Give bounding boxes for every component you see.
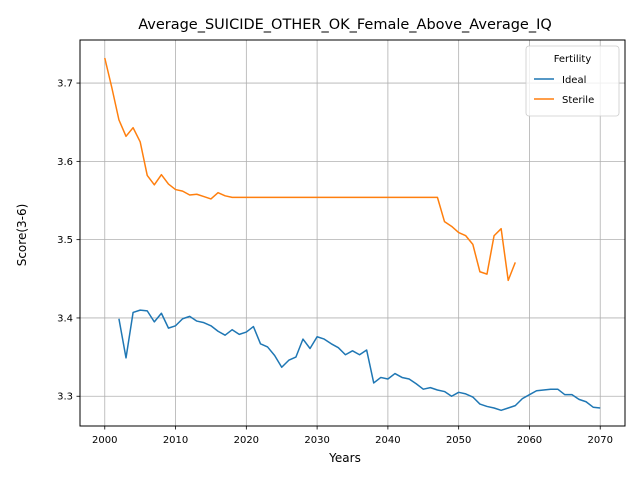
x-tick-label: 2040 xyxy=(375,435,400,446)
x-tick-label: 2020 xyxy=(234,435,259,446)
y-tick-label: 3.5 xyxy=(57,235,73,246)
y-axis-label: Score(3-6) xyxy=(15,204,29,267)
x-tick-label: 2060 xyxy=(517,435,542,446)
legend-title: Fertility xyxy=(554,54,592,65)
x-axis-label: Years xyxy=(328,451,361,465)
legend-label-ideal: Ideal xyxy=(562,75,586,86)
series-layer xyxy=(104,57,601,412)
chart-title: Average_SUICIDE_OTHER_OK_Female_Above_Av… xyxy=(138,17,552,33)
y-axis-ticks: 3.3 3.4 3.5 3.6 3.7 xyxy=(57,79,80,403)
legend: Fertility Ideal Sterile xyxy=(525,45,620,117)
plot-area-frame xyxy=(79,39,626,427)
series-line-ideal xyxy=(118,309,601,412)
x-tick-label: 2050 xyxy=(446,435,471,446)
x-tick-label: 2000 xyxy=(92,435,117,446)
y-tick-label: 3.4 xyxy=(57,313,73,324)
y-tick-label: 3.3 xyxy=(57,392,73,403)
legend-label-sterile: Sterile xyxy=(562,95,594,106)
y-tick-label: 3.6 xyxy=(57,157,73,168)
series-line-sterile xyxy=(104,57,516,282)
x-tick-label: 2070 xyxy=(588,435,613,446)
x-axis-ticks: 2000 2010 2020 2030 2040 2050 2060 2070 xyxy=(92,426,613,446)
x-tick-label: 2010 xyxy=(163,435,188,446)
x-tick-label: 2030 xyxy=(304,435,329,446)
y-tick-label: 3.7 xyxy=(57,79,73,90)
